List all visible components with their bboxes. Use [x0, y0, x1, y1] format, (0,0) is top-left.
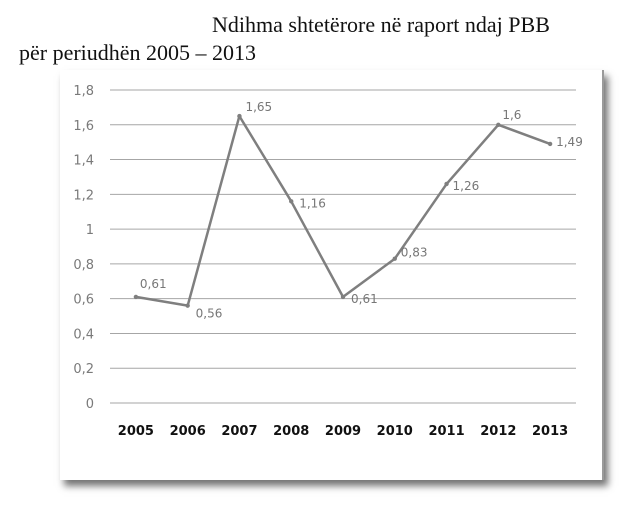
- y-tick-label: 1,2: [73, 188, 94, 203]
- chart-frame: 0 0,2 0,4 0,6 0,8 1 1,2 1,4 1,6 1,8 2005 2006 2007 20…: [60, 70, 604, 480]
- data-point: [289, 199, 294, 204]
- x-tick-label: 2007: [221, 424, 257, 439]
- chart-title-line1: Ndihma shtetërore në raport ndaj PBB: [212, 12, 550, 37]
- data-label: 1,16: [299, 196, 326, 210]
- x-tick-label: 2010: [377, 424, 413, 439]
- data-point: [237, 113, 242, 119]
- y-tick-label: 1: [86, 223, 94, 238]
- x-tick-label: 2013: [532, 424, 568, 439]
- series-line: [135, 114, 551, 307]
- data-label: 1,49: [556, 135, 583, 149]
- y-tick-label: 1,8: [73, 84, 94, 99]
- y-tick-label: 1,6: [73, 119, 94, 134]
- x-tick-label: 2008: [273, 424, 309, 439]
- x-tick-label: 2005: [118, 424, 154, 439]
- data-label: 1,6: [502, 108, 521, 122]
- y-tick-label: 0,4: [73, 327, 94, 342]
- data-label: 1,65: [245, 100, 272, 114]
- y-tick-label: 0,8: [73, 258, 94, 273]
- data-point: [547, 141, 553, 147]
- data-label: 0,56: [196, 307, 223, 321]
- data-label: 0,61: [351, 292, 378, 306]
- data-point: [185, 303, 190, 308]
- chart-title-line2: për periudhën 2005 – 2013: [19, 40, 257, 65]
- data-label: 0,61: [140, 277, 167, 291]
- data-point: [340, 294, 346, 300]
- x-tick-label: 2011: [428, 424, 464, 439]
- y-tick-label: 0: [86, 397, 94, 412]
- x-tick-label: 2012: [480, 424, 516, 439]
- data-point: [133, 294, 139, 300]
- x-tick-label: 2009: [325, 424, 361, 439]
- data-point: [444, 181, 449, 187]
- data-point: [496, 122, 501, 127]
- data-label: 1,26: [453, 179, 480, 193]
- data-point: [392, 256, 397, 261]
- y-tick-label: 0,2: [73, 362, 94, 377]
- y-tick-label: 1,4: [73, 154, 94, 169]
- y-tick-label: 0,6: [73, 293, 94, 308]
- line-chart: 0 0,2 0,4 0,6 0,8 1 1,2 1,4 1,6 1,8 2005 2006 2007 20…: [73, 84, 583, 439]
- data-label: 0,83: [401, 246, 428, 260]
- x-tick-label: 2006: [170, 424, 206, 439]
